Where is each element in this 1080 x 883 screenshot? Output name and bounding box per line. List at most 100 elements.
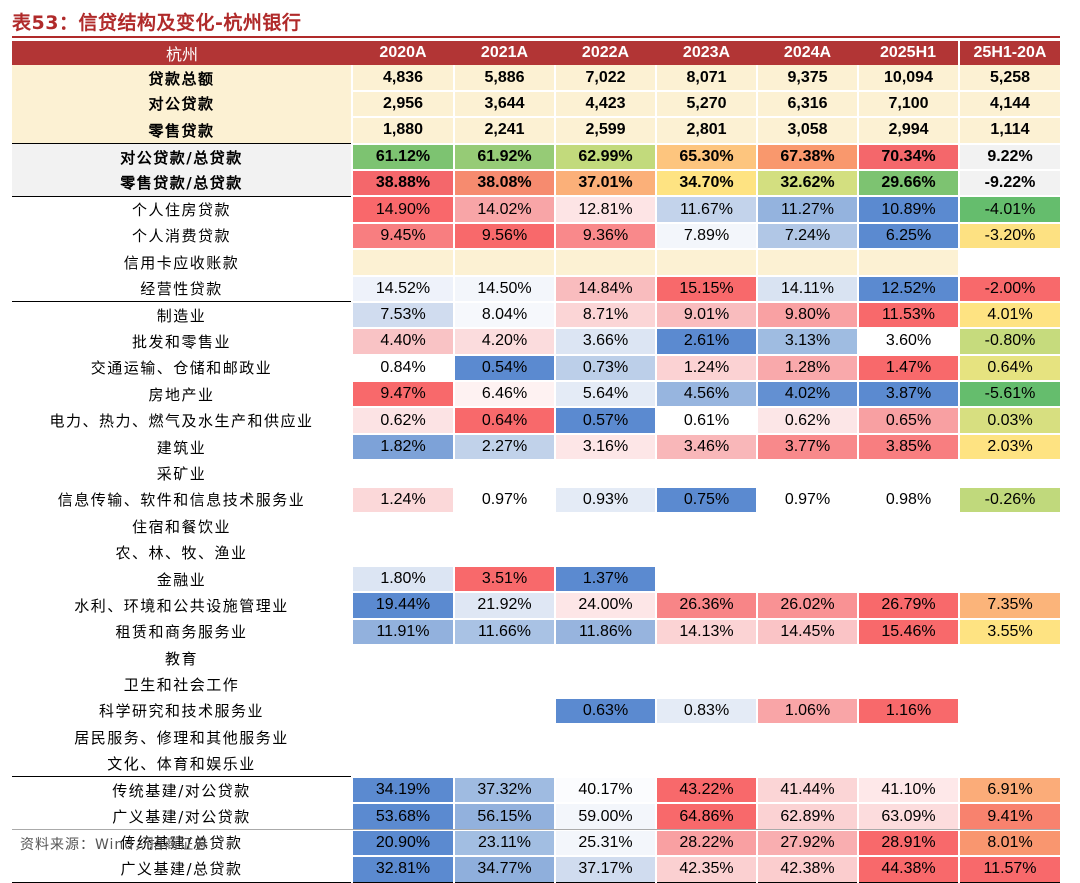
cell-value (655, 249, 757, 277)
cell-value: 24.00% (554, 592, 656, 620)
cell-value: 4.02% (756, 381, 858, 409)
table-row: 对公贷款/总贷款 61.12% 61.92% 62.99% 65.30% 67.38% 70… (12, 143, 1060, 171)
cell-value: 7.35% (958, 592, 1060, 620)
cell-value: 4,423 (554, 90, 656, 119)
cell-value (351, 460, 454, 488)
row-label: 零售贷款 (12, 117, 352, 144)
cell-value: 64.86% (655, 803, 757, 831)
cell-value: 2,599 (554, 117, 656, 145)
row-label: 文化、体育和娱乐业 (107, 754, 256, 773)
cell-value (554, 671, 656, 699)
cell-value: 0.98% (857, 486, 959, 515)
cell-value: 15.46% (857, 618, 959, 646)
cell-value: 3.60% (857, 328, 959, 356)
cell-value: 11.66% (453, 618, 555, 646)
cell-value: 19.44% (351, 592, 454, 620)
cell-value (958, 539, 1060, 567)
cell-value (554, 513, 656, 541)
cell-value: 0.03% (958, 407, 1060, 435)
table-row: 零售贷款 1,880 2,241 2,599 2,801 3,058 2,994 1,114 (12, 117, 1060, 145)
cell-value: 29.66% (857, 169, 959, 198)
cell-value: 26.79% (857, 592, 959, 620)
table-row: 信息传输、软件和信息技术服务业 1.24% 0.97% 0.93% 0.75% 0.97%… (12, 486, 1060, 515)
cell-value (453, 724, 555, 752)
header-row: 杭州 2020A 2021A 2022A 2023A 2024A 2025H1 25H1-20… (12, 41, 1060, 66)
cell-value: 62.89% (756, 803, 858, 831)
cell-value: 0.64% (958, 354, 1060, 383)
cell-value: 3.16% (554, 433, 656, 462)
cell-value: 1.37% (554, 565, 656, 594)
cell-value: 26.02% (756, 592, 858, 620)
row-label: 个人消费贷款 (131, 227, 231, 246)
cell-value: 1.82% (351, 433, 454, 462)
cell-value: 5.64% (554, 381, 656, 409)
table-row: 传统基建/总贷款 20.90% 23.11% 25.31% 28.22% 27.92% 28… (12, 829, 1060, 858)
cell-value: 62.99% (554, 143, 656, 171)
header-period: 2025H1 (858, 41, 959, 66)
cell-value: -4.01% (958, 195, 1060, 224)
cell-value: 5,258 (958, 65, 1060, 92)
cell-value (756, 750, 858, 778)
cell-value: 70.34% (857, 143, 959, 171)
cell-value: 21.92% (453, 592, 555, 620)
cell-value (453, 539, 555, 567)
cell-value (655, 513, 757, 541)
row-label: 对公贷款/总贷款 (12, 143, 352, 170)
header-period: 25H1-20A (958, 41, 1060, 66)
cell-value: 0.61% (655, 407, 757, 435)
cell-value (655, 565, 757, 594)
row-label: 住宿和餐饮业 (131, 517, 231, 536)
cell-value: 7.89% (655, 222, 757, 251)
cell-value (554, 249, 656, 277)
cell-value: 2.03% (958, 433, 1060, 462)
cell-value: 1,114 (958, 117, 1060, 145)
row-label: 房地产业 (148, 385, 215, 404)
table-row: 零售贷款/总贷款 38.88% 38.08% 37.01% 34.70% 32.62% 29… (12, 169, 1060, 198)
cell-value (958, 460, 1060, 488)
cell-value (756, 644, 858, 673)
cell-value (756, 539, 858, 567)
cell-value: 1.06% (756, 697, 858, 726)
cell-value: 7.24% (756, 222, 858, 251)
cell-value (351, 750, 454, 778)
cell-value: 61.92% (453, 143, 555, 171)
cell-value: -2.00% (958, 275, 1060, 303)
cell-value: 34.19% (351, 776, 454, 805)
cell-value: 9.45% (351, 222, 454, 251)
cell-value: 32.62% (756, 169, 858, 198)
cell-value: 9,375 (756, 65, 858, 92)
table-row: 教育 (12, 644, 1060, 673)
cell-value: 42.38% (756, 856, 858, 883)
cell-value: 2,801 (655, 117, 757, 145)
cell-value: 9.36% (554, 222, 656, 251)
cell-value: -0.26% (958, 486, 1060, 515)
cell-value: 0.84% (351, 354, 454, 383)
table-row: 农、林、牧、渔业 (12, 539, 1060, 567)
cell-value: 0.75% (655, 486, 757, 515)
row-label: 广义基建/对公贷款 (112, 808, 251, 827)
cell-value: 11.86% (554, 618, 656, 646)
row-label: 农、林、牧、渔业 (115, 544, 248, 563)
cell-value: 2.61% (655, 328, 757, 356)
cell-value (453, 697, 555, 726)
cell-value (453, 249, 555, 277)
cell-value (554, 750, 656, 778)
cell-value (453, 671, 555, 699)
cell-value: -3.20% (958, 222, 1060, 251)
cell-value: 40.17% (554, 776, 656, 805)
cell-value: 61.12% (351, 143, 454, 171)
cell-value: 6.25% (857, 222, 959, 251)
cell-value (756, 724, 858, 752)
cell-value (756, 513, 858, 541)
cell-value: -0.80% (958, 328, 1060, 356)
row-label: 教育 (164, 649, 198, 668)
cell-value: 5,270 (655, 90, 757, 119)
cell-value: 32.81% (351, 856, 454, 883)
cell-value: 0.97% (756, 486, 858, 515)
cell-value: 20.90% (351, 829, 454, 858)
cell-value: 14.45% (756, 618, 858, 646)
row-label: 居民服务、修理和其他服务业 (74, 728, 289, 747)
row-label: 租赁和商务服务业 (115, 623, 248, 642)
cell-value: 3.87% (857, 381, 959, 409)
cell-value: 63.09% (857, 803, 959, 831)
